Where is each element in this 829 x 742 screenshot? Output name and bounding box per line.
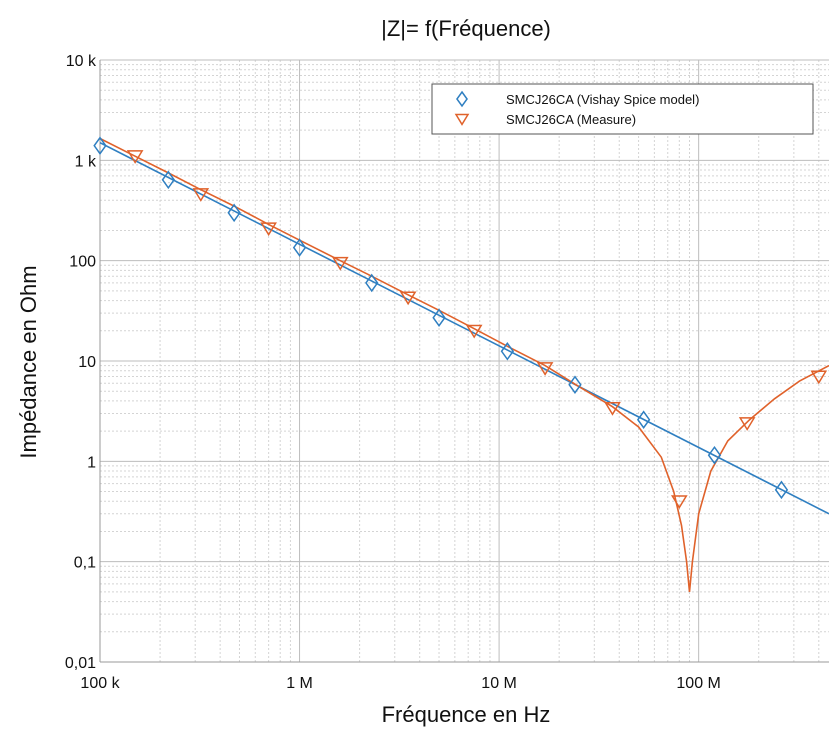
- series-line-1: [99, 141, 829, 515]
- data-point-triangle: [738, 417, 756, 431]
- major-grid: [99, 59, 829, 663]
- series-lines: [99, 137, 829, 592]
- y-tick-label: 0,1: [74, 555, 96, 572]
- data-point-triangle: [536, 362, 554, 376]
- legend-label: SMCJ26CA (Vishay Spice model): [506, 92, 699, 107]
- data-point-triangle: [604, 402, 621, 416]
- y-tick-label: 10: [78, 354, 96, 371]
- x-tick-label: 1 M: [286, 675, 313, 692]
- data-point-diamond: [707, 445, 722, 465]
- data-point-triangle: [331, 256, 349, 271]
- y-tick-label: 100: [69, 254, 96, 271]
- data-point-triangle: [126, 150, 144, 164]
- data-point-triangle: [810, 370, 828, 385]
- data-point-diamond: [365, 273, 379, 293]
- x-tick-label: 100 M: [676, 675, 720, 692]
- x-tick-label: 10 M: [481, 675, 517, 692]
- legend-label: SMCJ26CA (Measure): [506, 112, 636, 127]
- data-point-diamond: [93, 136, 107, 155]
- data-point-triangle: [399, 291, 417, 306]
- y-tick-label: 0,01: [65, 655, 96, 672]
- x-axis-ticks: 100 k 1 M 10 M 100 M: [80, 675, 720, 692]
- y-axis-label: Impédance en Ohm: [16, 265, 41, 458]
- x-axis-label: Fréquence en Hz: [382, 702, 551, 727]
- legend: SMCJ26CA (Vishay Spice model) SMCJ26CA (M…: [431, 83, 814, 135]
- data-point-diamond: [432, 308, 446, 328]
- data-point-diamond: [227, 203, 241, 223]
- data-point-diamond: [774, 480, 789, 500]
- series-markers: [93, 136, 828, 510]
- data-point-triangle: [670, 495, 688, 510]
- y-tick-label: 1: [87, 454, 96, 471]
- data-point-diamond: [161, 170, 176, 190]
- data-point-diamond: [568, 375, 582, 395]
- data-point-diamond: [636, 410, 651, 429]
- legend-marker-diamond: [456, 90, 468, 108]
- data-point-triangle: [260, 222, 277, 237]
- x-tick-label: 100 k: [80, 675, 120, 692]
- y-axis-ticks: 10 k 1 k 100 10 1 0,1 0,01: [65, 53, 97, 672]
- y-tick-label: 1 k: [75, 153, 97, 170]
- data-point-diamond: [292, 238, 307, 257]
- legend-marker-triangle: [454, 113, 470, 126]
- chart-title: |Z|= f(Fréquence): [381, 16, 551, 41]
- series-line-2: [99, 137, 829, 592]
- y-tick-label: 10 k: [66, 53, 97, 70]
- data-point-triangle: [192, 188, 210, 202]
- legend-box: [431, 83, 814, 135]
- data-point-diamond: [500, 341, 515, 361]
- data-point-triangle: [465, 324, 483, 339]
